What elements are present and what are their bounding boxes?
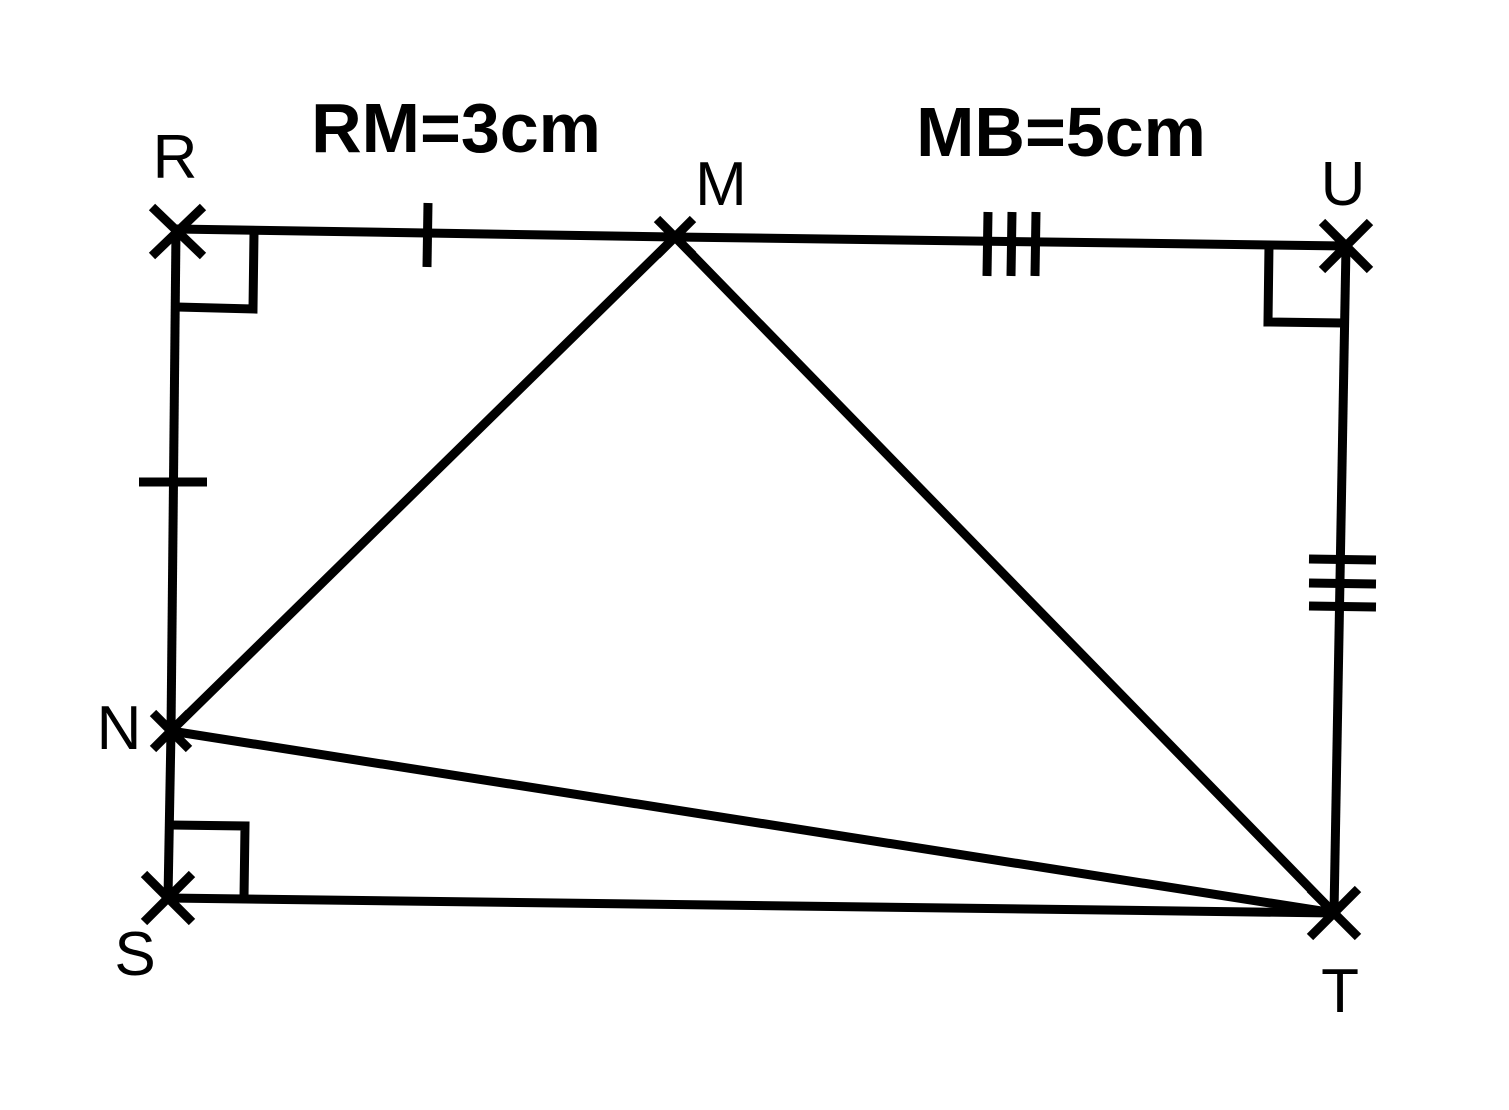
segment-NS bbox=[163, 730, 176, 899]
point-marker-M bbox=[653, 215, 697, 259]
right-angle-R bbox=[176, 232, 259, 314]
tick-RM bbox=[422, 202, 433, 268]
point-marker-R bbox=[148, 203, 207, 260]
label-S: S bbox=[114, 920, 155, 989]
segment-MT bbox=[671, 233, 1338, 917]
point-marker-U bbox=[1318, 218, 1374, 274]
point-marker-T bbox=[1306, 885, 1362, 941]
label-U: U bbox=[1321, 150, 1366, 219]
right-angle-S bbox=[169, 820, 250, 899]
ticks-UT bbox=[1308, 554, 1377, 612]
segment-ST bbox=[167, 893, 1335, 918]
label-M: M bbox=[695, 150, 747, 219]
measurement-rm: RM=3cm bbox=[311, 89, 601, 167]
segment-NT bbox=[170, 726, 1335, 918]
segment-MN bbox=[167, 233, 679, 735]
ticks-MU bbox=[982, 211, 1041, 277]
measurement-mb: MB=5cm bbox=[916, 93, 1206, 171]
label-R: R bbox=[153, 123, 198, 192]
right-angle-U bbox=[1263, 244, 1344, 328]
point-marker-N bbox=[149, 709, 193, 753]
label-N: N bbox=[97, 694, 142, 763]
point-marker-S bbox=[140, 870, 196, 926]
label-T: T bbox=[1321, 957, 1359, 1026]
